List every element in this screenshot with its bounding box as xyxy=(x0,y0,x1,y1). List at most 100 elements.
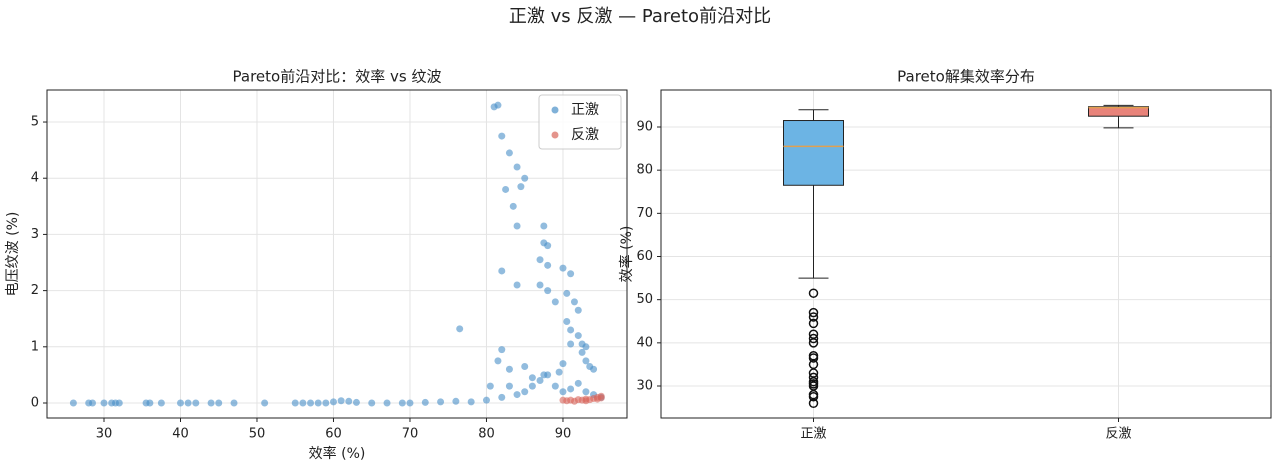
plot-frame xyxy=(46,89,628,419)
point xyxy=(502,185,510,193)
point xyxy=(555,368,563,376)
flier xyxy=(808,398,819,409)
point xyxy=(345,397,353,405)
x-axis-label: 效率 (%) xyxy=(309,445,366,462)
point xyxy=(582,357,590,365)
chart-title: Pareto前沿对比：效率 vs 纹波 xyxy=(233,68,442,86)
point xyxy=(567,326,575,334)
y-axis-label: 电压纹波 (%) xyxy=(5,212,21,297)
point xyxy=(582,343,590,351)
x-tick-label: 40 xyxy=(172,427,189,442)
point xyxy=(521,362,529,370)
chart-title: Pareto解集效率分布 xyxy=(897,68,1035,86)
flier xyxy=(808,288,819,298)
point xyxy=(314,399,322,407)
y-tick-label: 3 xyxy=(31,227,39,242)
point xyxy=(498,393,506,401)
y-tick-label: 90 xyxy=(636,119,653,134)
point xyxy=(452,397,460,405)
x-tick-label: 70 xyxy=(402,427,419,442)
point xyxy=(513,222,521,230)
point xyxy=(307,399,315,407)
point xyxy=(517,183,525,191)
figure-title: 正激 vs 反激 — Pareto前沿对比 xyxy=(509,6,771,27)
point xyxy=(89,399,97,407)
point xyxy=(505,382,513,390)
point xyxy=(115,399,123,407)
point xyxy=(521,174,529,182)
point xyxy=(486,382,494,390)
box xyxy=(783,120,844,186)
flier xyxy=(808,318,819,329)
point xyxy=(551,298,559,306)
x-tick-label: 反激 xyxy=(1105,427,1131,442)
point xyxy=(230,399,238,407)
point xyxy=(593,395,601,403)
flier xyxy=(808,333,819,344)
x-tick-label: 正激 xyxy=(800,427,826,442)
point xyxy=(567,270,575,278)
y-tick-label: 60 xyxy=(636,249,653,264)
point xyxy=(146,399,154,407)
point xyxy=(299,399,307,407)
point xyxy=(421,398,429,406)
point xyxy=(398,399,406,407)
y-tick-label: 0 xyxy=(31,395,39,410)
point xyxy=(184,399,192,407)
x-tick-label: 90 xyxy=(555,427,572,442)
y-tick-label: 4 xyxy=(31,171,39,186)
point xyxy=(563,318,571,326)
flier xyxy=(808,338,819,348)
point xyxy=(494,357,502,365)
point xyxy=(567,385,575,393)
x-tick-label: 30 xyxy=(96,427,113,442)
point xyxy=(544,287,552,295)
legend-frame xyxy=(538,94,622,150)
point xyxy=(337,397,345,405)
flier xyxy=(808,392,819,402)
legend-marker xyxy=(551,131,559,139)
y-axis-label: 效率 (%) xyxy=(618,226,635,283)
point xyxy=(559,264,567,272)
point xyxy=(505,149,513,157)
point xyxy=(574,332,582,340)
point xyxy=(494,101,502,109)
point xyxy=(291,399,299,407)
y-tick-label: 5 xyxy=(31,115,39,130)
point xyxy=(521,388,529,396)
flier xyxy=(808,353,819,363)
point xyxy=(559,360,567,368)
y-tick-label: 40 xyxy=(636,335,653,350)
flier xyxy=(808,307,819,318)
y-tick-label: 1 xyxy=(31,339,39,354)
x-tick-label: 80 xyxy=(478,427,495,442)
point xyxy=(544,242,552,250)
legend-label: 反激 xyxy=(571,126,599,143)
y-tick-label: 50 xyxy=(636,292,653,307)
point xyxy=(551,382,559,390)
flier xyxy=(808,312,819,322)
legend-marker xyxy=(551,106,559,114)
point xyxy=(578,348,586,356)
point xyxy=(544,261,552,269)
point xyxy=(540,222,548,230)
y-tick-label: 70 xyxy=(636,206,653,221)
point xyxy=(498,132,506,140)
point xyxy=(329,398,337,406)
box xyxy=(1088,106,1149,117)
x-tick-label: 60 xyxy=(325,427,342,442)
point xyxy=(498,267,506,275)
point xyxy=(528,382,536,390)
point xyxy=(582,397,590,405)
plot-frame xyxy=(660,89,1272,419)
point xyxy=(582,388,590,396)
point xyxy=(456,325,464,333)
point xyxy=(215,399,223,407)
point xyxy=(536,377,544,385)
point xyxy=(513,281,521,289)
point xyxy=(567,340,575,348)
x-tick-label: 50 xyxy=(249,427,266,442)
point xyxy=(498,346,506,354)
